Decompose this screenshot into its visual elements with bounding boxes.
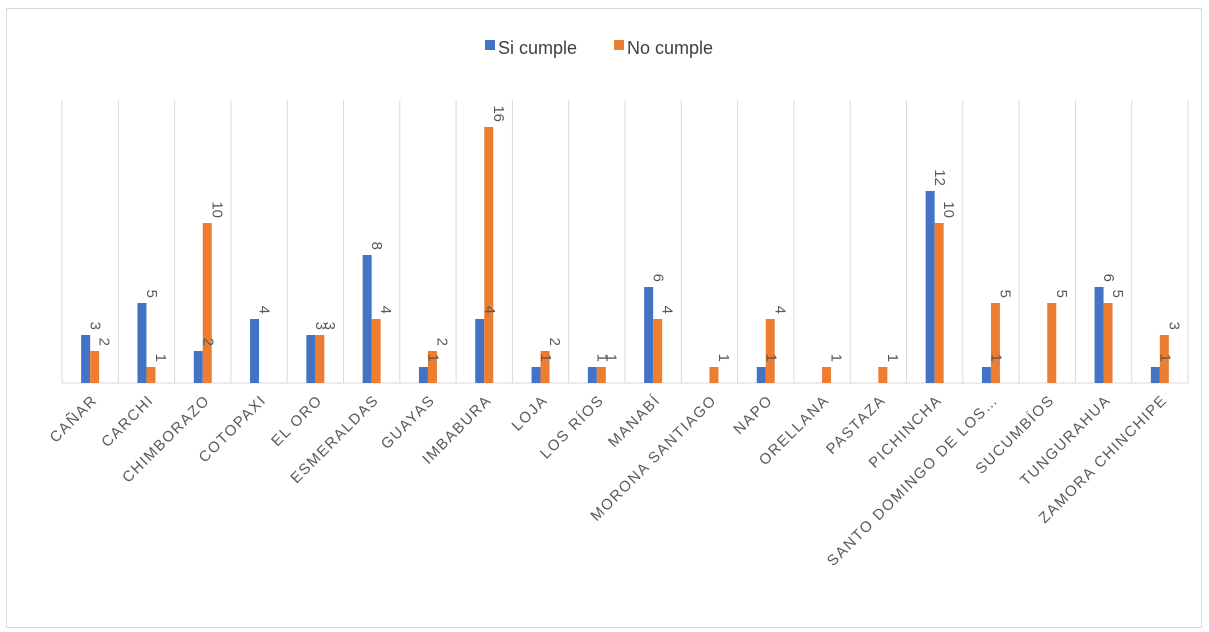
data-label: 1 bbox=[152, 354, 169, 362]
data-label: 3 bbox=[1165, 322, 1182, 330]
data-label: 3 bbox=[321, 322, 338, 330]
legend: Si cumple No cumple bbox=[485, 38, 713, 58]
data-label: 4 bbox=[659, 306, 676, 314]
legend-label-no-cumple: No cumple bbox=[627, 38, 713, 58]
data-label: 4 bbox=[256, 306, 273, 314]
bar-no-cumple bbox=[484, 127, 494, 383]
bar-no-cumple bbox=[427, 351, 437, 383]
data-label: 1 bbox=[1156, 354, 1173, 362]
bars bbox=[81, 127, 1169, 383]
bar-no-cumple bbox=[765, 319, 775, 383]
data-label: 4 bbox=[481, 306, 498, 314]
data-label: 2 bbox=[199, 338, 216, 346]
bar-si-cumple bbox=[644, 287, 654, 383]
data-label: 1 bbox=[424, 354, 441, 362]
bar-no-cumple bbox=[1047, 303, 1057, 383]
category-tick-label: GUAYAS bbox=[378, 392, 439, 453]
data-label: 1 bbox=[987, 354, 1004, 362]
data-label: 12 bbox=[931, 169, 948, 186]
data-label: 4 bbox=[377, 306, 394, 314]
category-tick-label: NAPO bbox=[730, 392, 776, 438]
bar-no-cumple bbox=[934, 223, 944, 383]
bar-si-cumple bbox=[925, 191, 935, 383]
bar-no-cumple bbox=[596, 367, 606, 383]
data-label: 4 bbox=[771, 306, 788, 314]
legend-swatch-no-cumple bbox=[614, 40, 624, 50]
bar-si-cumple bbox=[475, 319, 485, 383]
bar-no-cumple bbox=[90, 351, 100, 383]
bar-si-cumple bbox=[250, 319, 260, 383]
data-label: 2 bbox=[546, 338, 563, 346]
bar-si-cumple bbox=[756, 367, 766, 383]
bar-si-cumple bbox=[981, 367, 991, 383]
category-tick-label: CAÑAR bbox=[47, 392, 101, 446]
data-label: 1 bbox=[537, 354, 554, 362]
bar-no-cumple bbox=[540, 351, 550, 383]
data-label: 6 bbox=[1100, 274, 1117, 282]
category-tick-label: LOJA bbox=[509, 392, 552, 435]
data-label: 5 bbox=[1109, 290, 1126, 298]
data-label: 8 bbox=[368, 242, 385, 250]
data-label: 1 bbox=[828, 354, 845, 362]
bar-si-cumple bbox=[137, 303, 147, 383]
data-label: 5 bbox=[143, 290, 160, 298]
bar-si-cumple bbox=[1094, 287, 1104, 383]
data-label: 1 bbox=[602, 354, 619, 362]
bar-no-cumple bbox=[146, 367, 156, 383]
bar-si-cumple bbox=[531, 367, 541, 383]
category-tick-label: CARCHI bbox=[98, 392, 157, 451]
bar-no-cumple bbox=[1103, 303, 1113, 383]
bar-no-cumple bbox=[878, 367, 888, 383]
data-label: 5 bbox=[1053, 290, 1070, 298]
data-label: 1 bbox=[715, 354, 732, 362]
bar-no-cumple bbox=[315, 335, 325, 383]
data-label: 6 bbox=[650, 274, 667, 282]
data-label: 3 bbox=[312, 322, 329, 330]
bar-no-cumple bbox=[371, 319, 381, 383]
data-label: 3 bbox=[87, 322, 104, 330]
bar-no-cumple bbox=[202, 223, 212, 383]
bar-si-cumple bbox=[587, 367, 597, 383]
data-label: 2 bbox=[433, 338, 450, 346]
legend-swatch-si-cumple bbox=[485, 40, 495, 50]
data-label: 1 bbox=[762, 354, 779, 362]
bar-no-cumple bbox=[990, 303, 1000, 383]
bar-si-cumple bbox=[1150, 367, 1160, 383]
data-label: 16 bbox=[490, 105, 507, 122]
bar-si-cumple bbox=[362, 255, 372, 383]
bar-no-cumple bbox=[822, 367, 832, 383]
data-label: 2 bbox=[96, 338, 113, 346]
bar-no-cumple bbox=[653, 319, 663, 383]
bar-si-cumple bbox=[193, 351, 203, 383]
data-label: 10 bbox=[940, 201, 957, 218]
bar-si-cumple bbox=[81, 335, 91, 383]
data-label: 1 bbox=[884, 354, 901, 362]
grid-lines bbox=[61, 100, 1189, 384]
legend-label-si-cumple: Si cumple bbox=[498, 38, 577, 58]
bar-no-cumple bbox=[1159, 335, 1169, 383]
data-label: 5 bbox=[996, 290, 1013, 298]
data-label: 10 bbox=[208, 201, 225, 218]
category-tick-label: EL ORO bbox=[268, 392, 326, 450]
category-tick-label: MANABÍ bbox=[605, 392, 664, 451]
bar-no-cumple bbox=[709, 367, 719, 383]
bar-si-cumple bbox=[418, 367, 428, 383]
data-label: 1 bbox=[593, 354, 610, 362]
bar-si-cumple bbox=[306, 335, 316, 383]
